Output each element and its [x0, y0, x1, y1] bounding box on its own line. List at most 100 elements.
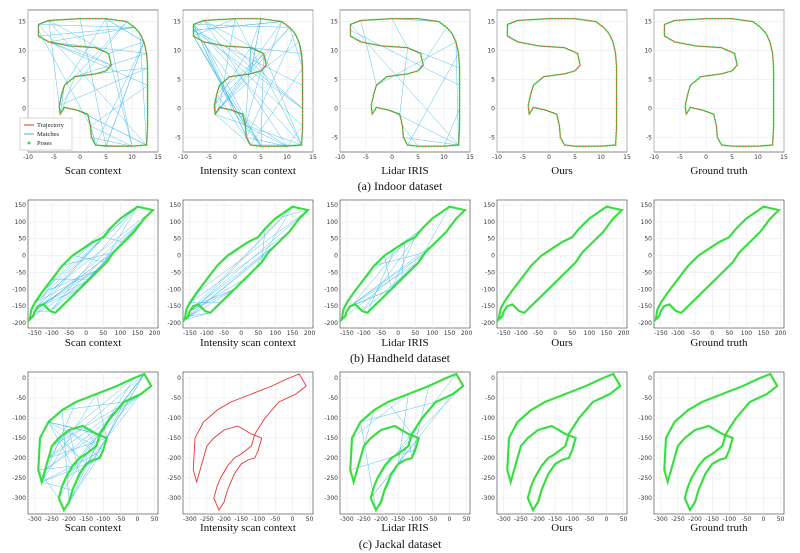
y-tick-label: 150: [15, 202, 27, 209]
match-line: [219, 18, 236, 108]
poses-trace: [654, 205, 782, 323]
match-line: [48, 41, 148, 86]
subplot-2-0: -300 -250 -200 -150 -100 -50 0 50-300-250-200-1…: [12, 371, 159, 534]
y-tick-label: 0: [22, 375, 26, 382]
y-tick-label: -100: [638, 286, 652, 293]
match-line: [260, 41, 300, 72]
match-line: [224, 45, 303, 109]
caption-handheld: (b) Handheld dataset: [350, 351, 451, 365]
y-tick-label: -200: [167, 320, 181, 327]
y-tick-label: -50: [642, 395, 652, 402]
subplot-title: Scan context: [65, 522, 122, 534]
x-tick-label: 0: [762, 516, 766, 523]
match-line: [351, 393, 409, 439]
y-tick-label: -250: [167, 475, 181, 482]
subplot-2-1: -300 -250 -200 -150 -100 -50 0 50-300-250-200-1…: [167, 371, 314, 534]
x-tick-label: -100: [96, 516, 110, 523]
subplot-title: Ground truth: [690, 522, 748, 534]
caption-indoor: (a) Indoor dataset: [358, 179, 443, 193]
match-line: [384, 255, 392, 290]
x-tick-label: 5: [259, 154, 263, 161]
subplot-2-2: -300 -250 -200 -150 -100 -50 0 50-300-250-200-1…: [324, 371, 471, 534]
match-line: [391, 18, 408, 48]
match-line: [363, 228, 423, 280]
y-tick-label: -150: [167, 435, 181, 442]
x-tick-label: 0: [291, 516, 295, 523]
y-tick-label: -250: [324, 475, 338, 482]
y-tick-label: 100: [327, 219, 339, 226]
match-line: [289, 27, 303, 69]
axes-frame: [27, 199, 159, 329]
poses-trace: [497, 205, 625, 323]
x-tick-label: 0: [239, 330, 243, 337]
poses-trace: [663, 17, 775, 148]
match-line: [193, 24, 302, 146]
y-tick-label: -200: [324, 455, 338, 462]
match-line: [198, 209, 309, 305]
x-tick-label: 5: [573, 154, 577, 161]
match-line: [68, 429, 101, 459]
match-line: [401, 242, 406, 280]
poses-trace: [663, 372, 779, 513]
x-tick-label: 50: [568, 330, 576, 337]
subplot-title: Ours: [551, 337, 572, 349]
y-tick-label: 15: [487, 19, 495, 26]
x-tick-label: 150: [601, 330, 613, 337]
x-tick-label: 0: [233, 154, 237, 161]
x-tick-label: 0: [84, 330, 88, 337]
match-line: [59, 67, 148, 106]
match-line: [50, 206, 138, 312]
y-tick-label: 10: [330, 48, 338, 55]
subplot-title: Lidar IRIS: [381, 522, 428, 534]
match-line: [64, 18, 107, 86]
y-tick-label: 10: [487, 48, 495, 55]
x-tick-label: -5: [206, 154, 212, 161]
y-tick-label: 100: [15, 219, 27, 226]
match-line: [250, 18, 262, 48]
y-tick-label: -200: [481, 320, 495, 327]
match-line: [99, 206, 138, 270]
x-tick-label: -100: [251, 516, 265, 523]
y-tick-label: -50: [16, 269, 26, 276]
match-line: [203, 20, 303, 109]
y-tick-label: 0: [491, 106, 495, 113]
x-tick-label: -100: [671, 330, 685, 337]
x-tick-label: 10: [128, 154, 136, 161]
subplot-title: Scan context: [65, 165, 122, 177]
x-tick-label: -150: [497, 330, 511, 337]
x-tick-label: -50: [741, 516, 751, 523]
x-tick-label: -10: [335, 154, 345, 161]
y-tick-label: 0: [334, 253, 338, 260]
match-line: [286, 125, 303, 147]
y-tick-label: -150: [12, 303, 26, 310]
poses-trace: [349, 17, 461, 148]
match-line: [95, 41, 145, 146]
y-tick-label: 100: [641, 219, 653, 226]
y-tick-label: -150: [167, 303, 181, 310]
legend-trajectory-label: Trajectory: [37, 122, 65, 129]
x-tick-label: 0: [396, 330, 400, 337]
match-line: [41, 241, 94, 293]
x-tick-label: -100: [408, 516, 422, 523]
match-line: [193, 30, 303, 86]
x-tick-label: -10: [492, 154, 502, 161]
poses-trace: [349, 372, 465, 513]
x-tick-label: -150: [705, 516, 719, 523]
match-line: [92, 373, 145, 461]
y-tick-label: -200: [324, 320, 338, 327]
x-tick-label: -300: [654, 516, 668, 523]
y-tick-label: -150: [324, 303, 338, 310]
x-tick-label: 100: [270, 330, 282, 337]
y-tick-label: 15: [644, 19, 652, 26]
x-tick-label: 50: [254, 330, 262, 337]
match-line: [370, 393, 454, 499]
x-tick-label: -250: [200, 516, 214, 523]
x-tick-label: -100: [45, 330, 59, 337]
match-line: [193, 24, 290, 28]
x-tick-label: -100: [565, 516, 579, 523]
match-line: [196, 209, 309, 293]
match-line: [79, 18, 107, 147]
x-tick-label: -150: [654, 330, 668, 337]
x-tick-label: 15: [623, 154, 631, 161]
